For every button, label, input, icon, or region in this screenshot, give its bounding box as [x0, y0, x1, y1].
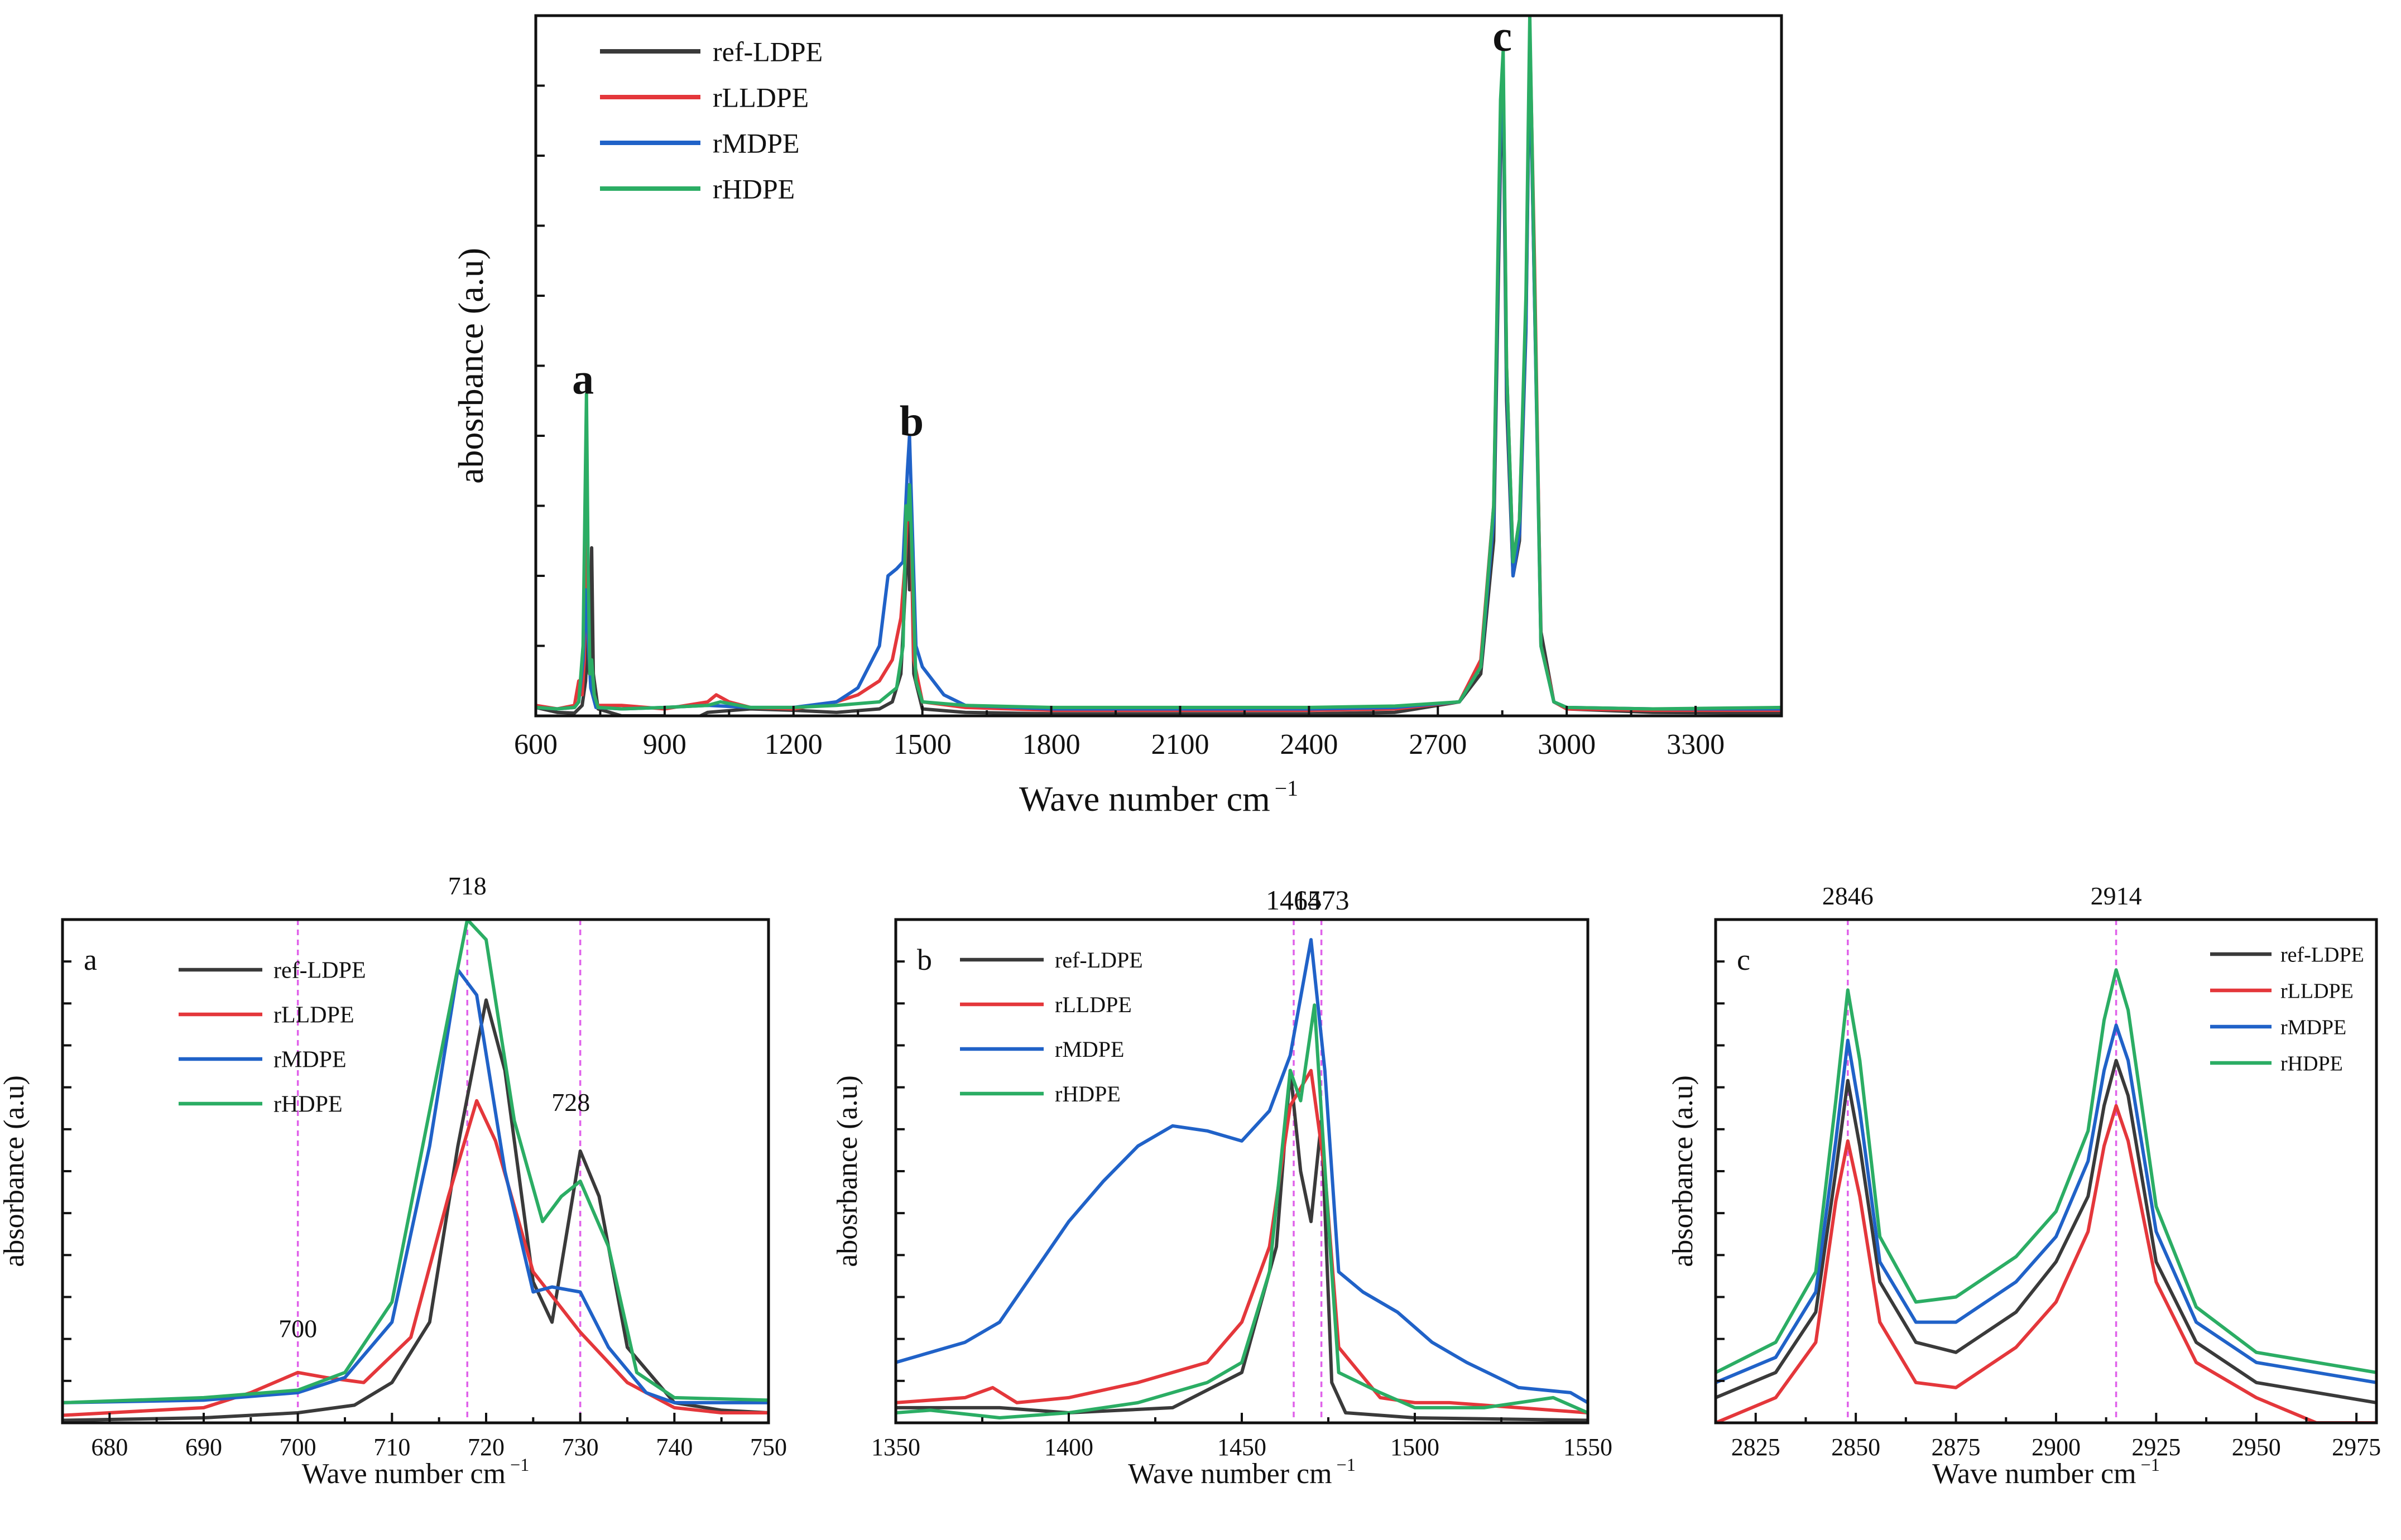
y-axis-label: abosrbance (a.u) — [832, 1075, 863, 1267]
x-tick-label: 2400 — [1280, 729, 1338, 761]
x-tick-label: 1550 — [1563, 1433, 1612, 1461]
x-axis-label-sup: −1 — [1275, 776, 1298, 801]
x-tick-label: 690 — [185, 1433, 222, 1461]
legend-label: rLLDPE — [2280, 979, 2354, 1003]
x-tick-label: 740 — [656, 1433, 693, 1461]
x-tick-label: 3300 — [1667, 729, 1725, 761]
x-tick-label: 1350 — [871, 1433, 920, 1461]
panel-label: c — [1737, 943, 1750, 976]
legend-label: rHDPE — [713, 174, 795, 205]
x-axis-label-text: Wave number cm — [1128, 1458, 1332, 1490]
legend-label: rLLDPE — [1055, 992, 1132, 1017]
annotation-label: 700 — [278, 1315, 317, 1343]
x-axis-label-text: Wave number cm — [1019, 779, 1270, 819]
x-tick-label: 680 — [91, 1433, 128, 1461]
x-tick-label: 2950 — [2232, 1433, 2281, 1461]
x-axis-label-text: Wave number cm — [1932, 1458, 2136, 1490]
panel-label: a — [84, 943, 97, 976]
legend-label: rLLDPE — [713, 82, 809, 113]
legend: ref-LDPE rLLDPE rMDPE rHDPE — [600, 36, 823, 205]
x-tick-label: 710 — [373, 1433, 410, 1461]
legend-label: rMDPE — [2280, 1016, 2346, 1039]
legend-label: rHDPE — [1055, 1081, 1121, 1106]
x-tick-label: 900 — [643, 729, 686, 761]
x-axis-label: Wave number cm −1 — [1019, 776, 1298, 819]
x-tick-label: 1400 — [1044, 1433, 1093, 1461]
x-axis-label-sup: −1 — [510, 1455, 529, 1475]
x-tick-label: 720 — [468, 1433, 505, 1461]
legend-label: ref-LDPE — [1055, 947, 1143, 973]
legend-label: rHDPE — [273, 1092, 343, 1118]
x-tick-label: 1800 — [1022, 729, 1081, 761]
series-rlldpe — [1716, 1104, 2376, 1423]
annotation-label: c — [1492, 12, 1512, 60]
x-axis-label: Wave number cm −1 — [302, 1455, 530, 1490]
x-tick-label: 1200 — [765, 729, 823, 761]
series-ref-ldpe — [1716, 1058, 2376, 1404]
series-rhdpe — [536, 16, 1781, 711]
plot-frame — [534, 14, 1783, 718]
plot-frame — [894, 918, 1590, 1424]
annotation-label: b — [900, 397, 924, 445]
x-tick-label: 730 — [562, 1433, 599, 1461]
legend-label: rMDPE — [1055, 1037, 1124, 1062]
legend-label: ref-LDPE — [713, 36, 823, 68]
annotation-label: 1473 — [1294, 884, 1350, 916]
legend-label: ref-LDPE — [273, 958, 366, 984]
chart-c: 2825 2850 2875 2900 2925 2950 2975 Wave number … — [1667, 882, 2381, 1490]
annotation-label: 718 — [448, 872, 487, 900]
legend: ref-LDPE rLLDPE rMDPE rHDPE — [960, 947, 1143, 1106]
annotation-label: 728 — [551, 1088, 590, 1116]
annotation-label: 1465 — [1266, 884, 1322, 916]
chart-a: 680 690 700 710 720 730 740 750 Wave number cm −1… — [0, 872, 787, 1490]
legend-label: ref-LDPE — [2280, 943, 2364, 966]
y-axis-label: abosrbance (a.u) — [451, 248, 491, 484]
x-tick-label: 3000 — [1538, 729, 1596, 761]
x-tick-label: 1500 — [1390, 1433, 1439, 1461]
annotation-label: 2846 — [1822, 882, 1874, 910]
legend-label: rHDPE — [2280, 1052, 2343, 1075]
x-tick-label: 2975 — [2332, 1433, 2381, 1461]
panel-label: b — [917, 943, 932, 976]
x-axis-label: Wave number cm −1 — [1128, 1455, 1356, 1490]
series-ref-ldpe — [896, 1069, 1588, 1422]
x-tick-label: 700 — [280, 1433, 316, 1461]
x-tick-label: 600 — [514, 729, 558, 761]
legend: ref-LDPE rLLDPE rMDPE rHDPE — [179, 958, 366, 1118]
series-rhdpe — [896, 1003, 1588, 1419]
plot-frame — [1714, 918, 2378, 1424]
x-axis-label-sup: −1 — [2141, 1455, 2160, 1475]
x-tick-label: 1450 — [1217, 1433, 1266, 1461]
x-tick-label: 2875 — [1932, 1433, 1981, 1461]
x-tick-label: 750 — [750, 1433, 787, 1461]
series-rmdpe — [1716, 1023, 2376, 1384]
x-tick-label: 2700 — [1409, 729, 1467, 761]
x-tick-label: 2850 — [1831, 1433, 1880, 1461]
legend-label: rMDPE — [713, 128, 800, 159]
series-rmdpe — [896, 938, 1588, 1404]
chart-main: 600 900 1200 1500 1800 2100 2400 2700 3000 3300 Wa… — [451, 12, 1783, 819]
x-tick-label: 2925 — [2131, 1433, 2181, 1461]
y-axis-label: absorbance (a.u) — [1667, 1075, 1699, 1267]
x-tick-label: 2825 — [1731, 1433, 1780, 1461]
annotation-label: 2914 — [2091, 882, 2142, 910]
series-rhdpe — [63, 920, 769, 1404]
x-tick-label: 2900 — [2032, 1433, 2081, 1461]
x-axis-label-sup: −1 — [1337, 1455, 1356, 1475]
legend: ref-LDPE rLLDPE rMDPE rHDPE — [2210, 943, 2364, 1075]
legend-label: rLLDPE — [273, 1003, 354, 1028]
series-rlldpe — [63, 1099, 769, 1417]
annotation-label: a — [572, 355, 594, 403]
legend-label: rMDPE — [273, 1047, 347, 1073]
x-tick-label: 2100 — [1151, 729, 1209, 761]
x-axis-label: Wave number cm −1 — [1932, 1455, 2160, 1490]
series-rhdpe — [1716, 968, 2376, 1374]
x-tick-label: 1500 — [894, 729, 952, 761]
y-axis-label: absorbance (a.u) — [0, 1075, 30, 1267]
series-rmdpe — [63, 968, 769, 1404]
chart-b: 1350 1400 1450 1500 1550 Wave number cm −1 abos… — [832, 884, 1612, 1490]
x-axis-label-text: Wave number cm — [302, 1458, 506, 1490]
